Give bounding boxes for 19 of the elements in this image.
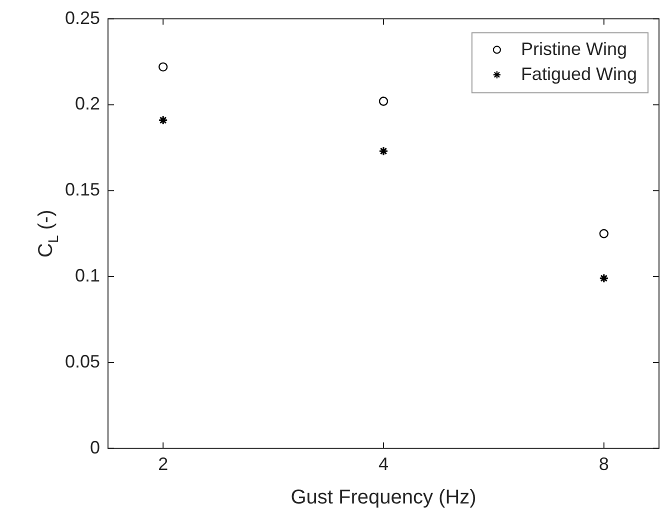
y-tick-label: 0.2 (74, 94, 100, 114)
point (158, 115, 168, 125)
y-axis-title: CL (-) (35, 210, 61, 258)
x-axis-title: Gust Frequency (Hz) (290, 486, 476, 509)
y-tick-label: 0.25 (64, 8, 100, 28)
y-tick-label: 0 (90, 437, 100, 458)
point (599, 229, 608, 238)
y-tick-label: 0.1 (74, 266, 100, 286)
point (158, 62, 168, 72)
x-tick-label: 2 (158, 454, 168, 474)
point (378, 146, 388, 156)
y-tick-label: 0.05 (64, 351, 100, 372)
legend-label: Fatigued Wing (520, 64, 638, 84)
point (378, 96, 388, 106)
point (599, 273, 609, 284)
y-tick-label: 0.15 (64, 180, 100, 200)
x-tick-label: 4 (378, 454, 389, 474)
legend-label: Pristine Wing (520, 38, 627, 59)
x-tick-label: 8 (598, 454, 609, 474)
